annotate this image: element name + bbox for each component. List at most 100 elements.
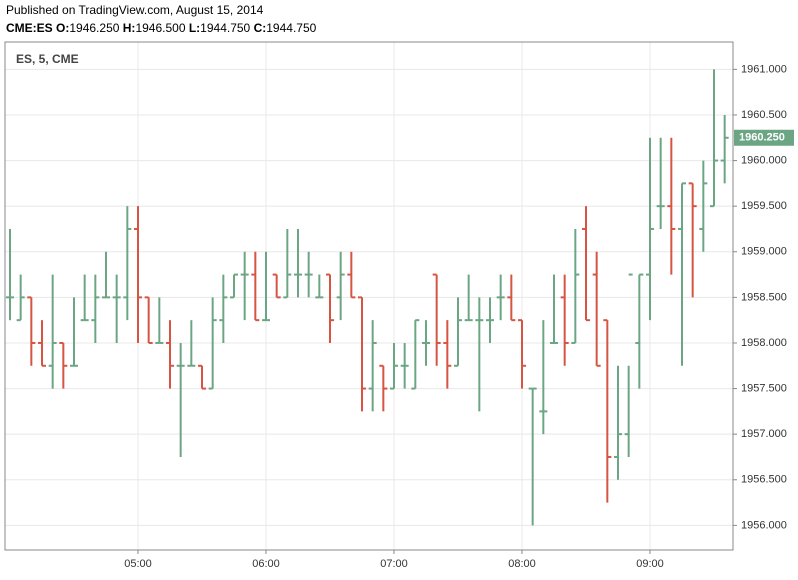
y-tick-label: 1956.000 [741, 519, 787, 531]
ohlc-bar [539, 320, 548, 435]
x-tick-label: 06:00 [252, 558, 280, 570]
ohlc-bar [667, 137, 676, 275]
ohlc-bar [624, 273, 633, 457]
ohlc-bar [400, 342, 409, 389]
ohlc-bar [347, 251, 356, 299]
ohlc-bar [166, 320, 174, 389]
ohlc-bar [134, 206, 142, 343]
ohlc-bar [475, 297, 484, 412]
ohlc-bar [411, 319, 420, 390]
y-tick-label: 1958.000 [741, 337, 787, 349]
ohlc-bar [496, 274, 505, 321]
close-label: C: [254, 21, 267, 35]
high-value: 1946.500 [135, 21, 185, 35]
open-value: 1946.250 [69, 21, 119, 35]
ohlc-bar [678, 182, 686, 366]
ohlc-bar [144, 296, 153, 344]
y-tick-label: 1958.500 [741, 291, 787, 303]
ohlc-bar [27, 296, 36, 366]
ohlc-bar [635, 273, 644, 389]
ohlc-bar [464, 274, 473, 322]
ohlc-bar [454, 297, 462, 367]
ohlc-bar [571, 228, 580, 344]
ohlc-bar [710, 69, 718, 208]
ohlc-bar [486, 297, 494, 343]
ohlc-bar [240, 251, 249, 321]
chart-title: ES, 5, CME [16, 52, 79, 66]
ohlc-bar [518, 319, 526, 389]
ohlc-bar [379, 364, 388, 412]
ohlc-bar [656, 137, 665, 229]
last-price-label: 1960.250 [739, 132, 785, 144]
ohlc-bar [262, 251, 270, 322]
ohlc-bar [326, 273, 334, 343]
ohlc-bar [283, 228, 292, 299]
x-tick-label: 08:00 [508, 558, 536, 570]
close-value: 1944.750 [266, 21, 316, 35]
ohlc-bar [336, 251, 345, 321]
published-note: Published on TradingView.com, August 15,… [6, 3, 264, 17]
ohlc-bar [560, 274, 569, 366]
bars [6, 69, 729, 526]
x-tick-label: 05:00 [124, 558, 152, 570]
ohlc-bar [123, 206, 132, 321]
ohlc-bar [176, 342, 185, 457]
ohlc-bar [358, 296, 366, 412]
ohlc-bar [550, 274, 558, 344]
ohlc-bar [592, 251, 601, 367]
ohlc-bar [16, 274, 25, 322]
symbol: CME:ES [6, 21, 53, 35]
ohlc-bar [230, 273, 238, 299]
y-tick-label: 1960.500 [741, 109, 787, 121]
ohlc-bar [112, 274, 121, 343]
y-tick-label: 1957.500 [741, 382, 787, 394]
ohlc-bar [315, 274, 324, 299]
ohlc-bar [507, 274, 516, 322]
ohlc-bar [155, 297, 164, 344]
ohlc-bar [614, 365, 622, 480]
ohlc-bar [6, 228, 14, 321]
ohlc-bar [187, 320, 196, 367]
ohlc-bar [720, 114, 729, 184]
ohlc-bar [699, 160, 708, 252]
ohlc-bar [251, 251, 260, 322]
ohlc-bar [688, 182, 697, 298]
ohlc-bar [48, 274, 57, 389]
ohlc-bar [91, 274, 100, 343]
ohlc-bar [294, 228, 302, 298]
ohlc-bar [208, 297, 217, 390]
y-tick-label: 1957.000 [741, 428, 787, 440]
ohlc-bar [38, 320, 46, 367]
open-label: O: [56, 21, 69, 35]
header: CME:ES O:1946.250 H:1946.500 L:1944.750 … [6, 21, 317, 35]
x-tick-label: 07:00 [380, 558, 408, 570]
ohlc-bar [432, 273, 441, 366]
ohlc-bar [80, 274, 89, 322]
y-tick-label: 1959.500 [741, 200, 787, 212]
low-value: 1944.750 [200, 21, 250, 35]
ohlc-bar [390, 342, 398, 390]
ohlc-bar [219, 274, 228, 343]
plot-border [4, 41, 734, 551]
y-tick-label: 1960.000 [741, 154, 787, 166]
low-label: L: [189, 21, 200, 35]
ohlc-bar [102, 251, 110, 299]
ohlc-bar [582, 206, 590, 322]
ohlc-bar [443, 320, 452, 389]
ohlc-bar [368, 320, 377, 412]
high-label: H: [123, 21, 136, 35]
ohlc-bar [59, 341, 68, 389]
ohlc-bar [304, 251, 313, 298]
ohlc-bar [603, 319, 612, 503]
last-price-tag [734, 129, 794, 146]
ohlc-bar [198, 364, 206, 390]
ohlc-bar [70, 297, 78, 367]
y-tick-label: 1961.000 [741, 63, 787, 75]
y-tick-label: 1956.500 [741, 474, 787, 486]
x-tick-label: 09:00 [636, 558, 664, 570]
ohlc-bar [646, 137, 654, 321]
y-tick-label: 1959.000 [741, 246, 787, 258]
ohlc-bar [272, 273, 281, 299]
